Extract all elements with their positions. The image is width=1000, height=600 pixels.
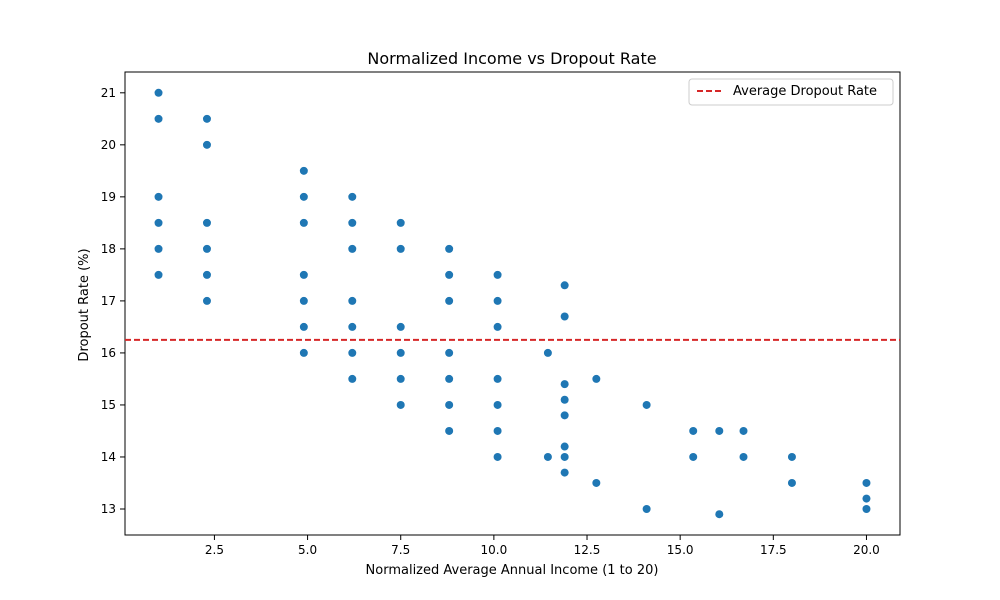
data-point — [299, 270, 308, 279]
chart-title: Normalized Income vs Dropout Rate — [367, 49, 656, 68]
data-point — [445, 348, 454, 357]
data-point — [493, 270, 502, 279]
data-point — [445, 296, 454, 305]
data-point — [560, 380, 569, 389]
data-point — [543, 452, 552, 461]
x-axis-label: Normalized Average Annual Income (1 to 2… — [366, 563, 659, 578]
data-point — [348, 374, 357, 383]
data-point — [396, 374, 405, 383]
data-point — [396, 348, 405, 357]
x-tick-label: 10.0 — [481, 543, 508, 557]
data-point — [348, 244, 357, 253]
plot-area: 2.5 5.0 7.5 10.0 12.5 15.0 17.5 20.0 13 14 15 16 17 1… — [101, 71, 901, 557]
data-point — [202, 296, 211, 305]
data-point — [560, 312, 569, 321]
x-tick-label: 20.0 — [853, 543, 880, 557]
data-point — [739, 426, 748, 435]
y-tick-label: 18 — [101, 242, 116, 256]
data-point — [445, 244, 454, 253]
data-point — [299, 218, 308, 227]
legend: Average Dropout Rate — [688, 78, 894, 106]
data-point — [445, 426, 454, 435]
data-point — [396, 322, 405, 331]
y-tick-label: 13 — [101, 502, 116, 516]
y-tick-label: 14 — [101, 450, 116, 464]
data-point — [560, 411, 569, 420]
data-point — [154, 88, 163, 97]
data-point — [493, 426, 502, 435]
data-point — [715, 426, 724, 435]
data-point — [396, 400, 405, 409]
data-point — [493, 452, 502, 461]
data-point — [560, 442, 569, 451]
data-point — [445, 270, 454, 279]
legend-box — [688, 78, 894, 106]
y-tick-label: 21 — [101, 86, 116, 100]
data-point — [445, 400, 454, 409]
data-point — [154, 114, 163, 123]
data-point — [739, 452, 748, 461]
data-point — [348, 218, 357, 227]
data-point — [642, 400, 651, 409]
data-point — [348, 322, 357, 331]
data-point — [560, 452, 569, 461]
y-tick-label: 16 — [101, 346, 116, 360]
data-point — [445, 374, 454, 383]
data-point — [787, 452, 796, 461]
data-point — [493, 322, 502, 331]
data-point — [493, 296, 502, 305]
y-tick-label: 19 — [101, 190, 116, 204]
data-point — [560, 281, 569, 290]
data-point — [862, 494, 871, 503]
axes-frame — [124, 71, 901, 536]
x-tick-label: 12.5 — [574, 543, 601, 557]
y-axis-label: Dropout Rate (%) — [77, 248, 92, 361]
data-point — [299, 348, 308, 357]
data-point — [299, 192, 308, 201]
x-tick-label: 7.5 — [391, 543, 410, 557]
data-point — [689, 452, 698, 461]
legend-label-average-dropout-rate: Average Dropout Rate — [733, 84, 877, 99]
y-tick-label: 15 — [101, 398, 116, 412]
data-point — [560, 395, 569, 404]
data-point — [543, 348, 552, 357]
data-point — [299, 166, 308, 175]
data-point — [396, 244, 405, 253]
data-point — [154, 218, 163, 227]
data-point — [862, 504, 871, 513]
data-point — [202, 270, 211, 279]
x-tick-label: 15.0 — [667, 543, 694, 557]
x-tick-label: 2.5 — [205, 543, 224, 557]
data-point — [154, 192, 163, 201]
data-point — [299, 296, 308, 305]
data-point — [396, 218, 405, 227]
x-tick-label: 17.5 — [760, 543, 787, 557]
data-point — [493, 400, 502, 409]
x-tick-label: 5.0 — [298, 543, 317, 557]
data-point — [202, 114, 211, 123]
data-point — [348, 192, 357, 201]
data-point — [299, 322, 308, 331]
data-point — [202, 140, 211, 149]
data-point — [592, 374, 601, 383]
y-tick-label: 17 — [101, 294, 116, 308]
data-point — [560, 468, 569, 477]
data-point — [862, 478, 871, 487]
data-point — [348, 348, 357, 357]
data-point — [592, 478, 601, 487]
y-tick-label: 20 — [101, 138, 116, 152]
data-point — [689, 426, 698, 435]
data-point — [715, 510, 724, 519]
data-point — [154, 244, 163, 253]
data-point — [202, 244, 211, 253]
data-point — [642, 504, 651, 513]
data-point — [202, 218, 211, 227]
data-point — [348, 296, 357, 305]
data-point — [493, 374, 502, 383]
data-point — [154, 270, 163, 279]
data-point — [787, 478, 796, 487]
